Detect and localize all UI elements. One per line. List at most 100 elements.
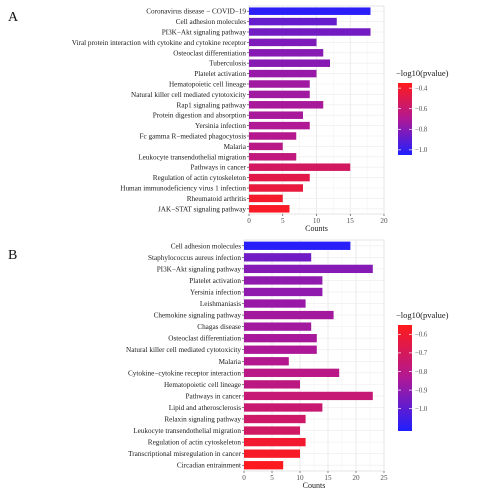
bar xyxy=(244,310,334,320)
legend-title: −log10(pvalue) xyxy=(396,68,449,78)
category-label: Tuberculosis xyxy=(209,60,246,68)
category-label: Leishmaniasis xyxy=(200,300,241,308)
legend-tick-label: −0.7 xyxy=(415,350,428,357)
bar xyxy=(249,90,310,99)
category-label: Staphylococcus aureus infection xyxy=(148,254,241,262)
category-label: Hematopoietic cell lineage xyxy=(169,81,246,89)
category-label: Coronavirus disease − COVID−19 xyxy=(146,8,246,16)
bar xyxy=(244,276,323,285)
category-label: Leukocyte transendothelial migration xyxy=(133,427,241,435)
x-tick-label: 10 xyxy=(313,217,321,225)
category-label: Pathways in cancer xyxy=(191,164,247,172)
bar xyxy=(249,121,310,130)
x-tick-label: 20 xyxy=(380,217,388,225)
legend-tick-label: −0.8 xyxy=(415,369,428,376)
category-label: Viral protein interaction with cytokine … xyxy=(72,39,247,47)
bar xyxy=(244,334,317,343)
chart-a: Coronavirus disease − COVID−19 Cell adhes… xyxy=(8,5,449,233)
bar xyxy=(249,69,317,78)
category-label: Natural killer cell mediated cytotoxicit… xyxy=(131,91,246,99)
x-axis-title: Counts xyxy=(305,224,328,233)
bar xyxy=(244,414,306,424)
bar xyxy=(249,194,283,203)
bar xyxy=(249,17,337,26)
category-label: Relaxin signaling pathway xyxy=(164,416,241,424)
category-label: Chemokine signaling pathway xyxy=(154,312,242,320)
category-label: Yersinia infection xyxy=(195,122,246,130)
x-tick-label: 20 xyxy=(352,474,360,482)
bar xyxy=(249,80,310,88)
bar xyxy=(244,449,300,458)
bar xyxy=(244,380,300,389)
category-label: PI3K−Akt signaling pathway xyxy=(157,265,242,273)
category-label: Transcriptional misregulation in cancer xyxy=(128,450,242,458)
panel-label: B xyxy=(8,248,17,263)
legend-tick-label: −0.4 xyxy=(415,85,428,92)
bar xyxy=(244,241,351,250)
x-tick-label: 15 xyxy=(347,217,355,225)
bar xyxy=(244,299,306,308)
category-label: Circadian entrainment xyxy=(177,462,241,470)
bar xyxy=(249,184,303,192)
legend-tick-label: −0.8 xyxy=(415,127,428,134)
panel-label: A xyxy=(8,10,19,25)
legend-tick-label: −0.9 xyxy=(415,387,428,394)
bar xyxy=(244,345,317,354)
category-label: Chagas disease xyxy=(197,323,241,331)
category-label: Yersinia infection xyxy=(190,288,241,296)
bar xyxy=(249,163,351,171)
legend-colorbar xyxy=(398,83,412,155)
category-label: Regulation of actin cytoskeleton xyxy=(153,174,247,182)
bar xyxy=(244,253,312,262)
bar xyxy=(249,205,290,213)
bar xyxy=(244,426,300,435)
bar xyxy=(249,111,303,119)
bar xyxy=(249,132,297,140)
bar xyxy=(244,322,312,331)
category-label: Rheumatoid arthritis xyxy=(187,195,246,203)
category-label: Natural killer cell mediated cytotoxicit… xyxy=(126,346,241,354)
category-label: JAK−STAT signaling pathway xyxy=(158,205,246,213)
chart-b: Cell adhesion molecules Staphylococcus au… xyxy=(8,239,449,490)
legend-tick-label: −0.6 xyxy=(415,332,428,339)
bar xyxy=(244,437,306,447)
bar xyxy=(244,264,373,274)
category-label: Hematopoietic cell lineage xyxy=(164,381,241,389)
category-label: Fc gamma R−mediated phagocytosis xyxy=(140,133,247,141)
x-tick-label: 25 xyxy=(380,474,388,482)
category-label: Osteoclast differentiation xyxy=(168,335,241,343)
x-tick-label: 0 xyxy=(242,474,246,482)
bar xyxy=(244,461,284,470)
bar xyxy=(244,368,340,377)
x-tick-label: 0 xyxy=(247,217,251,225)
x-tick-label: 10 xyxy=(296,474,304,482)
category-label: Lipid and atherosclerosis xyxy=(169,404,241,412)
bar xyxy=(244,403,323,412)
bar xyxy=(249,59,330,67)
bar xyxy=(249,101,324,109)
legend-tick-label: −1.0 xyxy=(415,147,428,154)
category-label: Platelet activation xyxy=(189,277,241,285)
category-label: Cytokine−cytokine receptor interaction xyxy=(128,369,241,377)
category-label: Osteoclast differentiation xyxy=(173,49,246,57)
category-label: PI3K−Akt signaling pathway xyxy=(162,29,247,37)
legend-tick-label: −1.0 xyxy=(415,406,428,413)
category-label: Regulation of actin cytoskeleton xyxy=(148,439,242,447)
bar xyxy=(249,7,371,15)
x-axis-title: Counts xyxy=(303,481,326,490)
category-label: Pathways in cancer xyxy=(186,392,242,400)
category-label: Malaria xyxy=(219,358,242,366)
bar xyxy=(244,391,373,401)
bar xyxy=(249,142,283,151)
bar xyxy=(244,287,323,297)
category-label: Human immunodeficiency virus 1 infection xyxy=(120,185,246,193)
category-label: Cell adhesion molecules xyxy=(176,18,246,26)
legend-tick-label: −0.6 xyxy=(415,106,428,113)
legend-title: −log10(pvalue) xyxy=(396,310,449,320)
bar xyxy=(249,173,310,182)
bar xyxy=(249,153,297,161)
bar xyxy=(249,28,371,36)
x-tick-label: 5 xyxy=(270,474,274,482)
category-label: Cell adhesion molecules xyxy=(171,242,241,250)
